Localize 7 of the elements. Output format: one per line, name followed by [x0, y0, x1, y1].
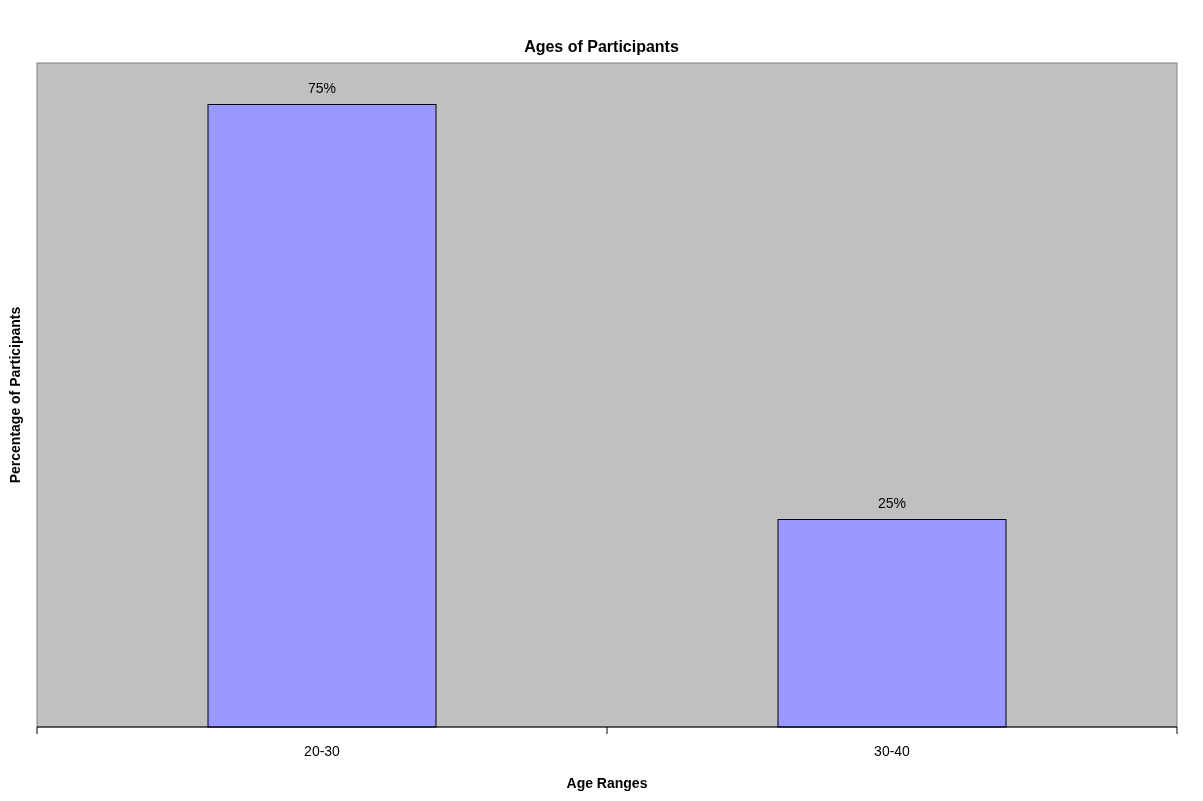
data-label: 25%	[877, 494, 907, 511]
data-label: 75%	[307, 79, 337, 96]
x-tick-label: 20-30	[304, 743, 341, 759]
x-axis-title: Age Ranges	[566, 775, 648, 791]
x-tick-label: 30-40	[874, 743, 911, 759]
y-axis-title: Percentage of Participants	[7, 306, 23, 484]
chart-title: Ages of Participants	[524, 38, 679, 55]
